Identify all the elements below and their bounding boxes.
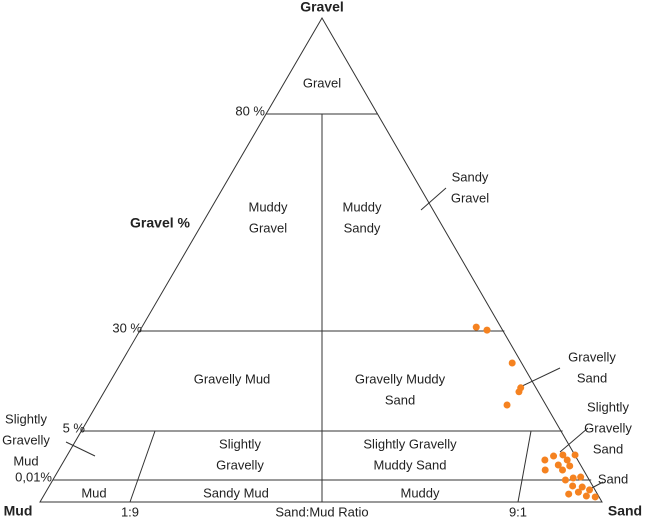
region-label: Gravel — [451, 190, 489, 205]
sample-point — [577, 473, 585, 481]
gravel-tick-label: 30 % — [112, 320, 142, 335]
sample-point — [554, 461, 562, 469]
sample-point — [578, 483, 586, 491]
region-label: Gravelly Mud — [194, 371, 271, 386]
region-label: Gravelly — [216, 457, 264, 472]
sample-point — [559, 451, 567, 459]
corner-label: Gravel — [300, 0, 344, 15]
leader — [420, 187, 447, 211]
sample-point — [503, 401, 511, 409]
ratio-line — [129, 430, 156, 503]
sample-point — [591, 493, 599, 501]
region-label: Muddy — [248, 199, 288, 214]
corner-label: Sand — [608, 503, 642, 519]
ratio-line — [517, 430, 532, 503]
triangle — [39, 17, 603, 503]
sample-point — [541, 456, 549, 464]
region-label: Muddy Sand — [374, 457, 447, 472]
sample-point — [541, 466, 549, 474]
region-label: Sandy Mud — [203, 485, 269, 500]
region-label: Sandy — [452, 169, 489, 184]
corner-label: Mud — [4, 503, 33, 519]
sample-point — [563, 456, 571, 464]
sample-point — [574, 488, 582, 496]
region-label: Sand — [385, 392, 415, 407]
sample-point — [569, 482, 577, 490]
region-label: Sand — [598, 471, 628, 486]
gravel-tick-label: 5 % — [63, 420, 86, 435]
ratio-tick-label: 1:9 — [121, 504, 139, 519]
sample-point — [508, 359, 516, 367]
region-label: Gravelly — [2, 432, 50, 447]
region-label: Muddy — [342, 199, 382, 214]
leader — [65, 441, 96, 457]
region-label: Mud — [81, 485, 106, 500]
gravel-tick-label: 0,01% — [15, 469, 52, 484]
region-label: Mud — [13, 453, 38, 468]
region-label: Sand — [593, 441, 623, 456]
sample-point — [550, 452, 558, 460]
region-label: Gravelly — [584, 420, 632, 435]
region-label: Gravelly Muddy — [355, 371, 446, 386]
sample-point — [483, 326, 491, 334]
sample-point — [586, 486, 594, 494]
region-label: Sandy — [344, 220, 381, 235]
region-label: Slightly Gravelly — [363, 436, 457, 451]
region-label: Gravel — [249, 220, 287, 235]
region-label: Sand — [577, 370, 607, 385]
region-label: Muddy — [400, 485, 440, 500]
region-label: Gravel — [303, 75, 341, 90]
sample-point — [571, 451, 579, 459]
axis-label: Gravel % — [130, 215, 190, 231]
sample-point — [515, 388, 523, 396]
gravel-tick-label: 80 % — [235, 103, 265, 118]
sample-point — [582, 492, 590, 500]
leader — [559, 427, 589, 453]
sample-point — [561, 476, 569, 484]
sample-point — [566, 462, 574, 470]
region-label: Slightly — [587, 399, 629, 414]
region-label: Slightly — [5, 411, 47, 426]
axis-label: Sand:Mud Ratio — [275, 504, 368, 519]
sample-point — [565, 490, 573, 498]
sample-point — [569, 474, 577, 482]
ratio-tick-label: 9:1 — [509, 504, 527, 519]
region-label: Gravelly — [568, 349, 616, 364]
leader — [517, 367, 561, 389]
sample-point — [472, 323, 480, 331]
sample-point — [559, 466, 567, 474]
region-label: Slightly — [219, 436, 261, 451]
